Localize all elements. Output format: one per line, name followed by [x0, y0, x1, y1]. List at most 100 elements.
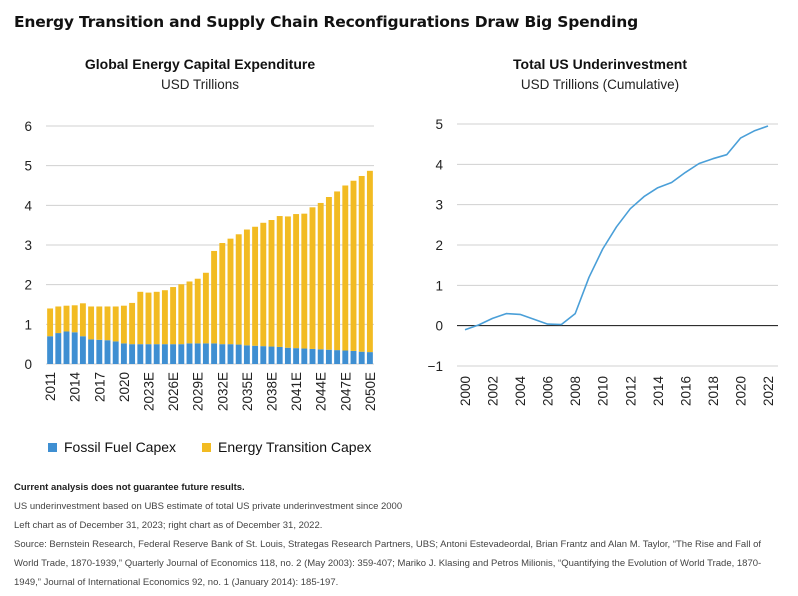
bar-transition: [137, 291, 144, 345]
right-x-tick-label: 2008: [568, 376, 583, 406]
bar-transition: [293, 214, 300, 349]
bar-fossil: [129, 344, 136, 364]
right-x-tick-label: 2012: [623, 376, 638, 406]
legend-label-fossil: Fossil Fuel Capex: [64, 439, 177, 455]
right-x-tick-label: 2020: [733, 376, 748, 406]
bar-fossil: [63, 331, 70, 364]
bar-fossil: [284, 347, 291, 364]
bar-fossil: [186, 343, 193, 364]
bar-fossil: [235, 344, 242, 364]
bar-fossil: [55, 333, 62, 364]
right-y-tick-label: 1: [435, 278, 443, 293]
bar-fossil: [334, 350, 341, 364]
bar-fossil: [211, 343, 218, 364]
bar-fossil: [137, 344, 144, 364]
bar-fossil: [358, 351, 365, 364]
bar-fossil: [301, 348, 308, 364]
right-y-tick-label: 3: [435, 198, 443, 213]
bar-transition: [79, 303, 86, 337]
bar-transition: [178, 284, 185, 345]
bar-transition: [63, 305, 70, 332]
bar-fossil: [194, 343, 201, 364]
bar-transition: [47, 308, 54, 337]
underinvestment-line: [464, 125, 769, 331]
right-y-tick-label: 0: [435, 319, 443, 334]
right-x-tick-label: 2006: [541, 376, 556, 406]
left-y-tick-label: 3: [24, 238, 32, 253]
bar-fossil: [219, 344, 226, 364]
right-x-tick-label: 2014: [651, 376, 666, 407]
bar-transition: [276, 216, 283, 347]
left-x-tick-label: 2014: [68, 372, 83, 403]
bar-transition: [88, 306, 95, 340]
bar-fossil: [293, 348, 300, 364]
legend-swatch-transition: [202, 442, 212, 452]
right-y-tick-label: −1: [428, 359, 443, 374]
left-chart-subtitle: USD Trillions: [160, 77, 239, 92]
bar-transition: [301, 213, 308, 349]
left-x-tick-label: 2050E: [363, 372, 378, 411]
bar-transition: [120, 305, 127, 344]
bar-fossil: [170, 344, 177, 364]
bar-transition: [211, 250, 218, 344]
bar-transition: [235, 234, 242, 345]
bar-fossil: [202, 343, 209, 364]
bar-transition: [153, 291, 160, 345]
right-chart-subtitle: USD Trillions (Cumulative): [520, 77, 680, 92]
bar-transition: [260, 222, 267, 347]
bar-fossil: [88, 339, 95, 364]
bar-transition: [268, 220, 275, 347]
right-y-tick-label: 4: [435, 157, 443, 172]
right-y-tick-label: 5: [435, 117, 443, 132]
bar-fossil: [252, 345, 259, 364]
right-chart-title: Total US Underinvestment: [513, 56, 687, 72]
left-x-tick-label: 2029E: [191, 372, 206, 411]
left-y-tick-label: 1: [24, 317, 32, 332]
legend-label-transition: Energy Transition Capex: [218, 439, 372, 455]
bar-fossil: [145, 344, 152, 364]
footnotes: Current analysis does not guarantee futu…: [14, 478, 784, 592]
left-x-tick-label: 2044E: [314, 372, 329, 411]
left-chart-title: Global Energy Capital Expenditure: [84, 56, 316, 72]
left-x-tick-label: 2032E: [215, 372, 230, 411]
bar-transition: [252, 226, 259, 346]
bar-fossil: [276, 346, 283, 364]
bar-fossil: [79, 336, 86, 364]
bar-transition: [334, 191, 341, 351]
bar-transition: [227, 238, 234, 345]
bar-fossil: [342, 350, 349, 364]
bar-transition: [145, 292, 152, 345]
right-x-tick-label: 2016: [678, 376, 693, 406]
bar-transition: [325, 197, 332, 350]
bar-fossil: [350, 350, 357, 364]
bar-transition: [202, 272, 209, 344]
bar-transition: [55, 306, 62, 334]
bar-fossil: [268, 346, 275, 364]
bar-transition: [317, 202, 324, 350]
legend: Fossil Fuel Capex Energy Transition Cape…: [48, 439, 371, 455]
bar-fossil: [104, 340, 111, 364]
bar-fossil: [260, 346, 267, 364]
bar-transition: [342, 185, 349, 351]
left-x-tick-label: 2017: [92, 372, 107, 402]
disclaimer: Current analysis does not guarantee futu…: [14, 482, 245, 493]
left-x-tick-label: 2041E: [289, 372, 304, 411]
bar-transition: [284, 216, 291, 348]
bar-fossil: [153, 344, 160, 364]
bar-transition: [104, 306, 111, 341]
right-y-tick-label: 2: [435, 238, 443, 253]
bar-transition: [161, 290, 168, 345]
bar-transition: [350, 180, 357, 351]
left-x-tick-label: 2020: [117, 372, 132, 402]
bar-fossil: [47, 336, 54, 364]
legend-item-fossil: Fossil Fuel Capex: [48, 439, 176, 455]
bar-transition: [170, 287, 177, 345]
bar-fossil: [161, 344, 168, 364]
left-x-tick-label: 2011: [43, 372, 58, 401]
bar-transition: [243, 229, 250, 346]
bar-transition: [71, 305, 78, 333]
left-x-tick-label: 2038E: [265, 372, 280, 411]
legend-swatch-fossil: [48, 442, 57, 452]
